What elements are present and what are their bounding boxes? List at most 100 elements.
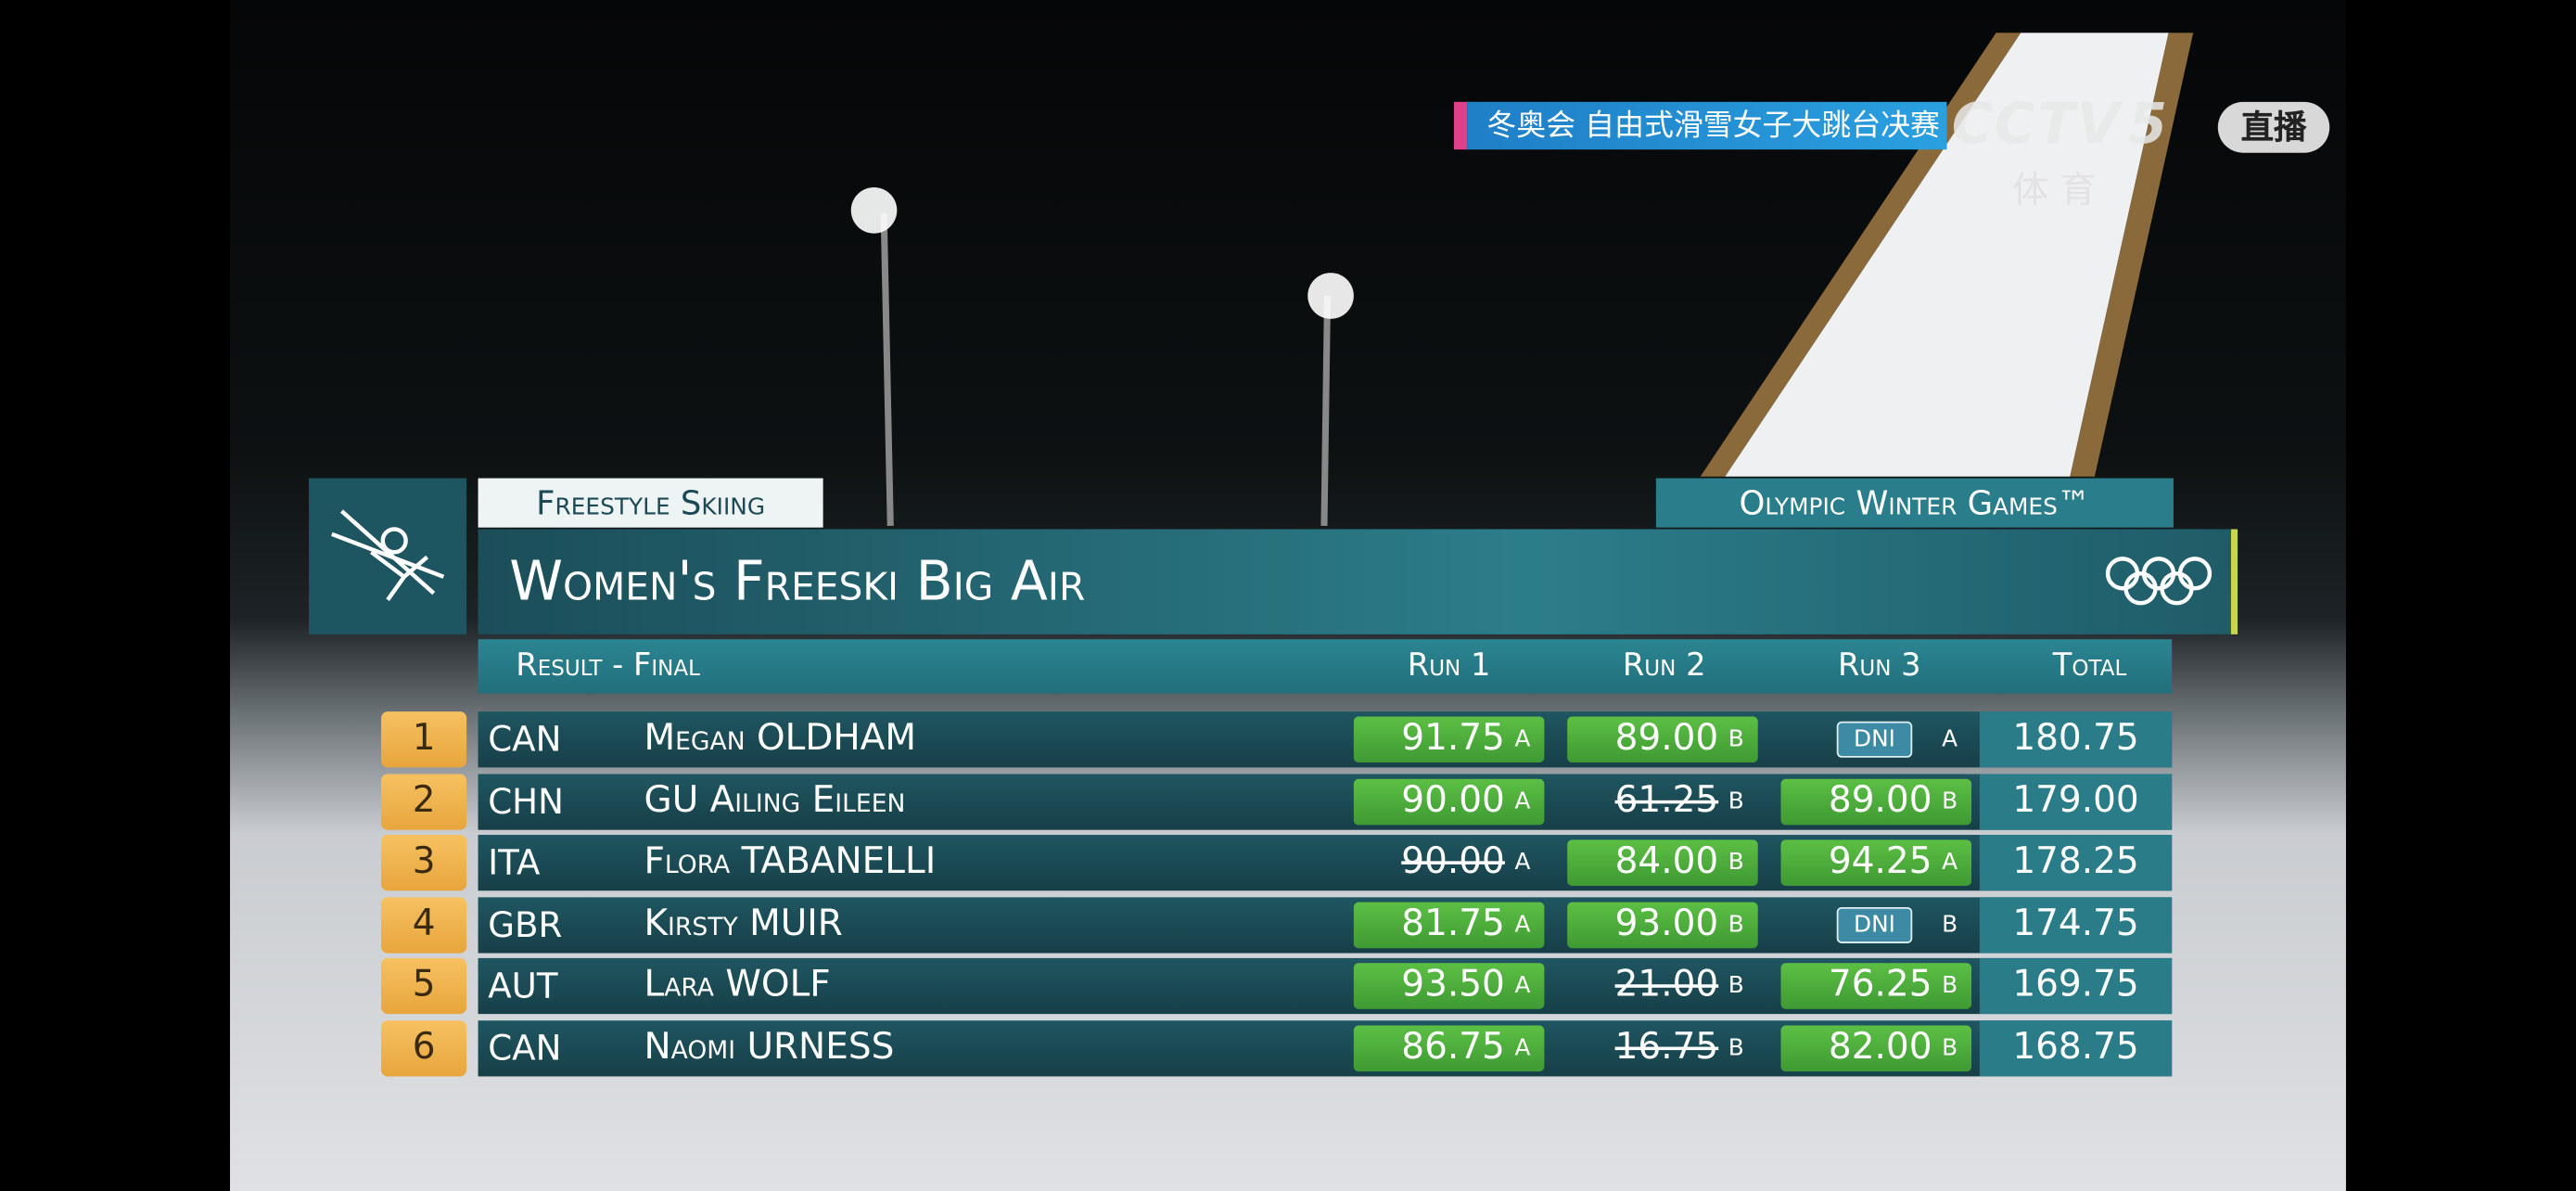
- judge: B: [1942, 911, 1958, 939]
- judge: A: [1514, 1035, 1531, 1062]
- judge: A: [1514, 850, 1531, 877]
- athlete-name: Megan OLDHAM: [644, 718, 916, 760]
- scene: [850, 32, 2194, 527]
- judge: B: [1942, 973, 1958, 1000]
- score: 89.00: [1828, 779, 1932, 822]
- total: 180.75: [1979, 711, 2173, 768]
- column-header: Run 2: [1622, 647, 1706, 685]
- run-score: DNI B: [1781, 902, 1972, 948]
- noc: CHN: [488, 781, 564, 822]
- run-score: 81.75 A: [1353, 902, 1545, 948]
- judge: A: [1514, 726, 1531, 753]
- score: DNI: [1836, 906, 1913, 943]
- score: 93.50: [1401, 965, 1505, 1006]
- score: 93.00: [1614, 903, 1719, 945]
- result-row: CAN Naomi URNESS 86.75 A 16.75 B 82.00 B 168.75: [478, 1020, 2173, 1077]
- channel-sub: 体 育: [2012, 171, 2097, 212]
- light-pole: [1320, 295, 1332, 526]
- score: 61.25: [1614, 779, 1719, 822]
- run-score: 76.25 B: [1780, 963, 1972, 1010]
- score: 94.25: [1828, 841, 1932, 883]
- title-bar: Women's Freeski Big Air: [478, 529, 2238, 634]
- rank-badge: 4: [381, 896, 467, 954]
- score: DNI: [1836, 721, 1913, 758]
- score: 21.00: [1614, 965, 1719, 1006]
- discipline-tab: Freestyle Skiing: [478, 478, 823, 528]
- result-row: CHN GU Ailing Eileen 90.00 A 61.25 B 89.00 B 179…: [478, 773, 2173, 829]
- run-score: 91.75 A: [1353, 716, 1545, 763]
- athlete-name: Lara WOLF: [644, 965, 831, 1006]
- judge: A: [1942, 850, 1958, 877]
- live-badge: 直播: [2217, 101, 2330, 153]
- score: 91.75: [1401, 718, 1505, 760]
- noc: GBR: [488, 904, 563, 945]
- score: 86.75: [1401, 1027, 1505, 1069]
- judge: B: [1728, 973, 1744, 1000]
- rank-badge: 6: [381, 1020, 467, 1077]
- athlete-name: Kirsty MUIR: [644, 903, 843, 945]
- noc: ITA: [488, 843, 541, 883]
- floodlight: [1307, 273, 1354, 319]
- total: 179.00: [1979, 773, 2173, 829]
- athlete-name: GU Ailing Eileen: [644, 779, 906, 822]
- score: 16.75: [1614, 1027, 1719, 1069]
- score: 84.00: [1614, 841, 1719, 883]
- ramp: [1725, 32, 2169, 477]
- judge: A: [1514, 973, 1531, 1000]
- total: 169.75: [1979, 958, 2173, 1015]
- result-row: ITA Flora TABANELLI 90.00 A 84.00 B 94.25 A 178.…: [478, 835, 2173, 891]
- score: 82.00: [1828, 1027, 1932, 1069]
- channel-logo: CCTV 5: [1952, 92, 2169, 158]
- result-row: GBR Kirsty MUIR 81.75 A 93.00 B DNI B 174.75: [478, 896, 2173, 954]
- judge: B: [1728, 1035, 1744, 1062]
- rank-badge: 5: [381, 958, 467, 1015]
- column-header: Total: [2052, 647, 2127, 685]
- athlete-name: Flora TABANELLI: [644, 841, 937, 883]
- run-score: 82.00 B: [1780, 1025, 1972, 1072]
- run-score: 90.00 A: [1353, 778, 1545, 825]
- column-header: Run 1: [1407, 647, 1491, 685]
- judge: B: [1728, 726, 1744, 753]
- score: 76.25: [1828, 965, 1932, 1006]
- noc: CAN: [488, 1029, 562, 1069]
- judge: A: [1514, 911, 1531, 939]
- athlete-name: Naomi URNESS: [644, 1027, 895, 1069]
- broadcast-banner: 冬奥会 自由式滑雪女子大跳台决赛: [1453, 101, 1947, 150]
- result-row: CAN Megan OLDHAM 91.75 A 89.00 B DNI A 180.75: [478, 711, 2173, 768]
- judge: B: [1728, 788, 1744, 815]
- total: 178.25: [1979, 835, 2173, 891]
- judge: B: [1728, 911, 1744, 939]
- sport-icon: [309, 478, 467, 634]
- run-score: 84.00 B: [1567, 839, 1758, 887]
- run-score: 89.00 B: [1780, 778, 1972, 825]
- phase-label: Result - Final: [516, 647, 700, 685]
- judge: B: [1942, 788, 1958, 815]
- run-score: 93.00 B: [1567, 902, 1758, 948]
- run-score: 16.75 B: [1567, 1026, 1758, 1072]
- event-tab: Olympic Winter Games™: [1655, 478, 2174, 528]
- table-header: Result - Final Run 1 Run 2 Run 3 Total: [478, 639, 2173, 694]
- judge: B: [1728, 850, 1744, 877]
- rank-badge: 3: [381, 835, 467, 891]
- noc: AUT: [488, 967, 558, 1006]
- total: 168.75: [1979, 1020, 2173, 1077]
- run-score: 89.00 B: [1567, 716, 1758, 763]
- run-score: DNI A: [1781, 716, 1972, 762]
- event-title: Women's Freeski Big Air: [509, 548, 1086, 613]
- olympic-rings: [2105, 557, 2213, 606]
- light-pole: [880, 213, 894, 527]
- channel-name: CCTV: [1951, 92, 2122, 159]
- channel-number: 5: [2128, 92, 2169, 159]
- floodlight: [850, 186, 898, 234]
- score: 81.75: [1401, 903, 1505, 945]
- score: 89.00: [1614, 718, 1719, 760]
- total: 174.75: [1979, 896, 2173, 954]
- judge: A: [1942, 726, 1958, 753]
- run-score: 94.25 A: [1780, 839, 1972, 887]
- ramp-rail: [2070, 32, 2194, 477]
- judge: A: [1514, 788, 1531, 815]
- skier-pictogram: [331, 509, 445, 601]
- score: 90.00: [1401, 841, 1505, 883]
